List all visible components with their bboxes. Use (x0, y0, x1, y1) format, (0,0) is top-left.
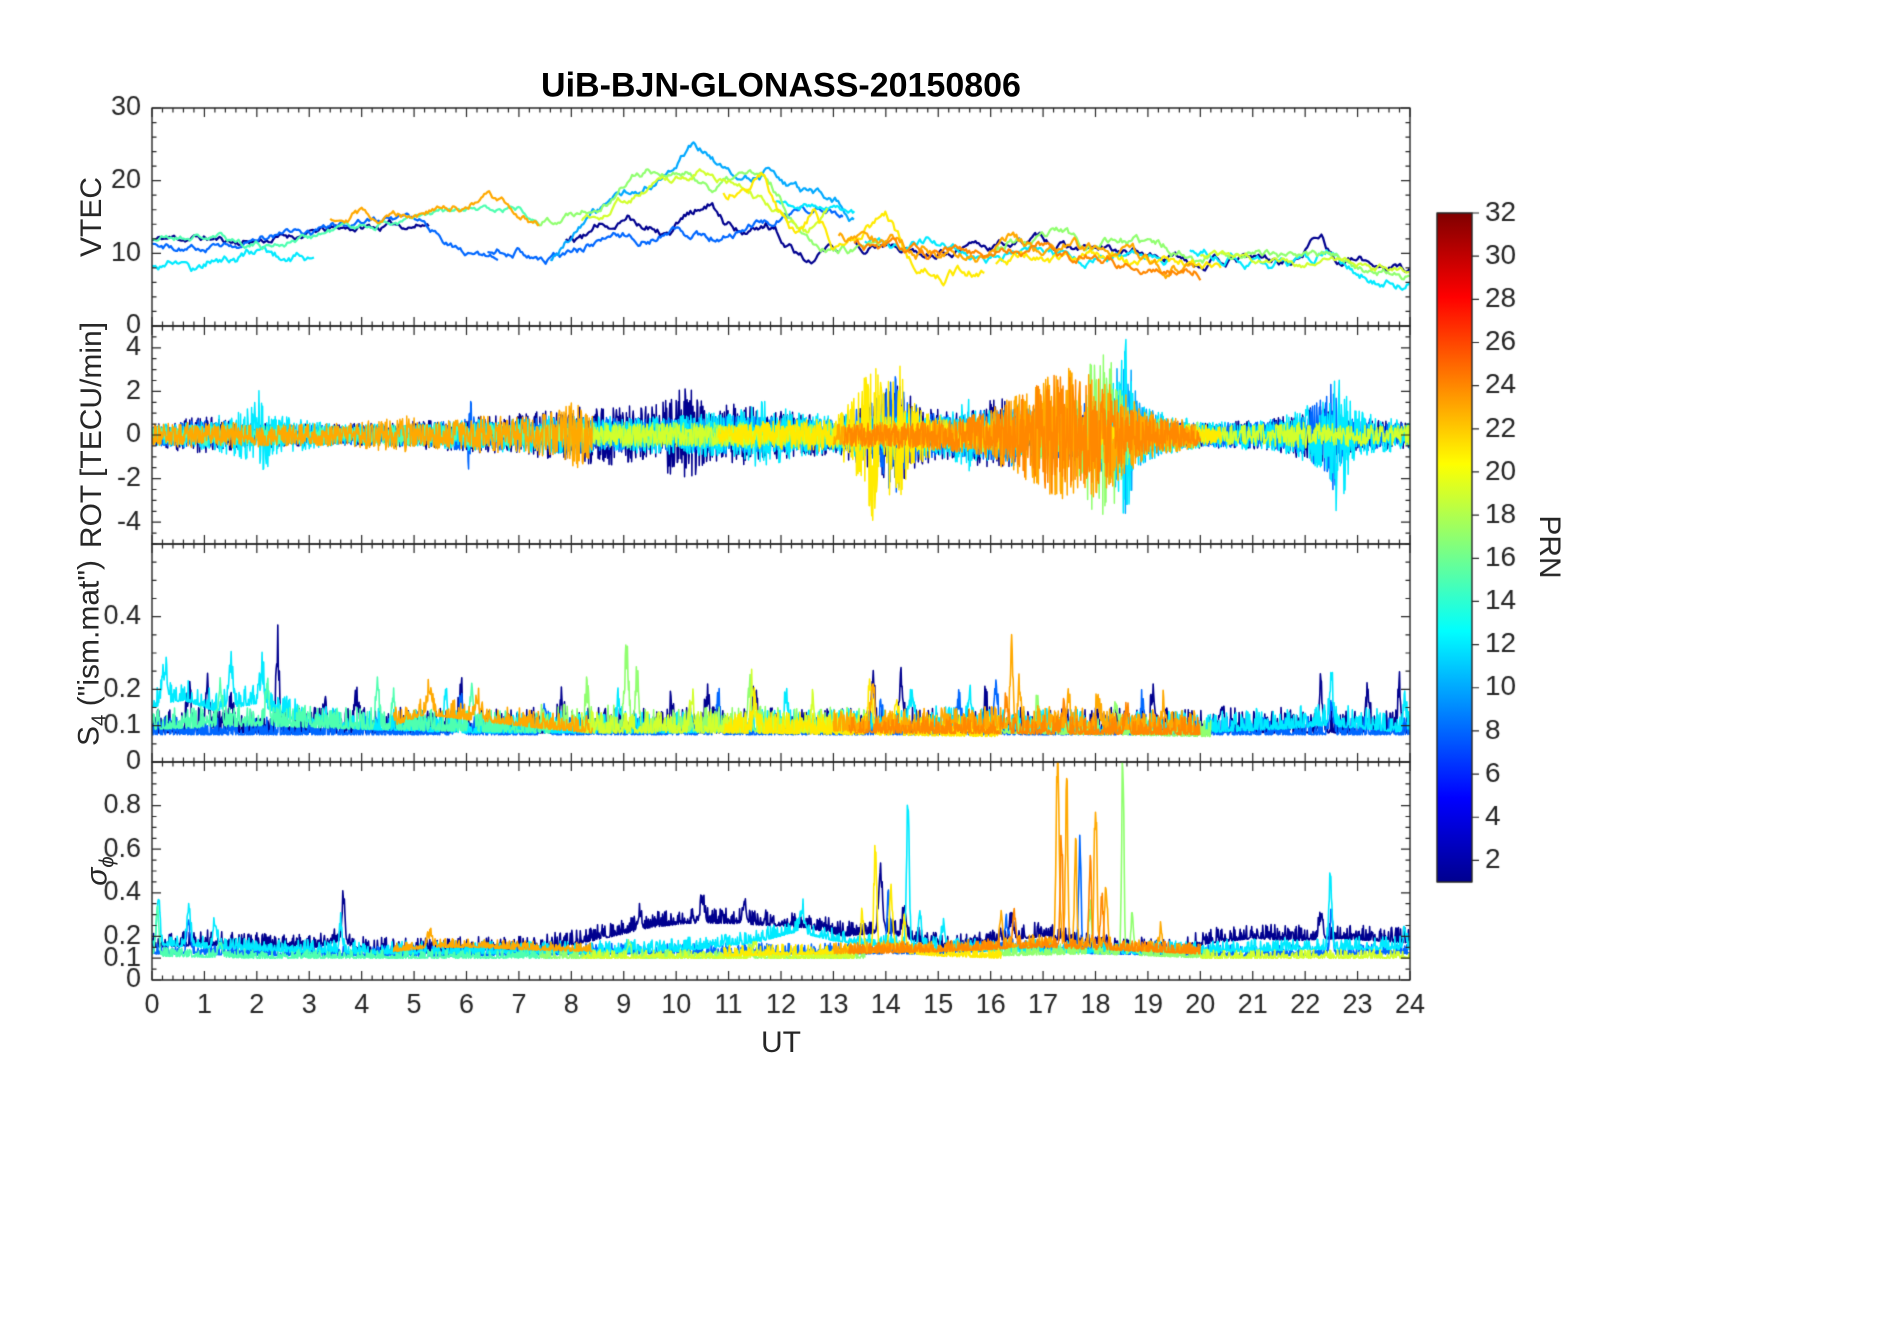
y-axis-label-s4-sub: 4 (88, 714, 111, 726)
x-axis-label: UT (761, 1026, 801, 1059)
y-axis-label-phi-sub: ϕ (96, 856, 119, 868)
y-axis-label-vtec-text: VTEC (75, 176, 108, 258)
y-axis-label-s4: S4 ("ism.mat") (73, 560, 112, 746)
chart-title: UiB-BJN-GLONASS-20150806 (541, 66, 1021, 105)
colorbar-label: PRN (1533, 515, 1566, 579)
y-axis-label-rot: ROT [TECU/min] (75, 322, 109, 548)
y-axis-label-s4-main: S (72, 725, 106, 746)
y-axis-label-s4-rest: ("ism.mat") (72, 560, 106, 715)
y-axis-label-rot-text: ROT [TECU/min] (75, 321, 108, 549)
y-axis-label-sigma-phi: σϕ (81, 856, 120, 885)
y-axis-label-vtec: VTEC (75, 177, 109, 257)
y-axis-label-sigma: σ (80, 867, 114, 886)
